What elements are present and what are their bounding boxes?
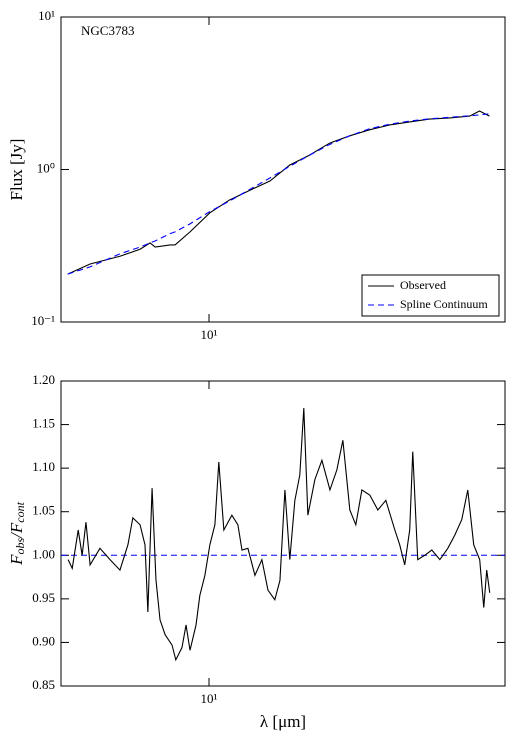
y-tick-label: 1.00 xyxy=(32,546,55,561)
y-tick-label: 0.95 xyxy=(32,590,55,605)
legend-box xyxy=(361,274,500,317)
legend-label: Spline Continuum xyxy=(400,297,488,311)
y-axis-label-part: cont xyxy=(13,501,27,522)
panel: 10⁻¹ 10⁰ 10¹ 10¹ NGC3783 Flux [Jy] Observed Spl… xyxy=(7,8,506,342)
x-tick-label: 10¹ xyxy=(201,327,218,342)
y-tick-label: 0.90 xyxy=(32,633,55,648)
series-line xyxy=(67,407,491,662)
panel: 0.85 0.90 0.95 1.00 1.05 1.10 1.15 1.20 10¹ Fobs/… xyxy=(7,372,506,731)
y-axis-label: Fobs/Fcont xyxy=(7,501,27,565)
y-axis-label-part: F xyxy=(7,554,26,566)
y-axis-label: Flux [Jy] xyxy=(7,139,26,201)
annotation: NGC3783 xyxy=(81,23,134,38)
x-axis-label: λ [μm] xyxy=(260,712,306,731)
y-tick-label: 10¹ xyxy=(38,8,55,23)
y-tick-label: 10⁰ xyxy=(37,160,55,175)
series-line xyxy=(67,113,490,275)
x-tick-label: 10¹ xyxy=(201,691,218,706)
series-line xyxy=(67,110,490,275)
y-tick-label: 10⁻¹ xyxy=(31,313,55,328)
y-tick-label: 0.85 xyxy=(32,677,55,692)
y-tick-label: 1.15 xyxy=(32,416,55,431)
y-axis-label-part: /F xyxy=(7,522,26,539)
y-tick-label: 1.20 xyxy=(32,372,55,387)
legend-label: Observed xyxy=(400,278,446,292)
y-axis-label-part: obs xyxy=(13,538,27,555)
y-tick-label: 1.10 xyxy=(32,459,55,474)
plot-frame xyxy=(60,380,506,687)
y-tick-label: 1.05 xyxy=(32,503,55,518)
